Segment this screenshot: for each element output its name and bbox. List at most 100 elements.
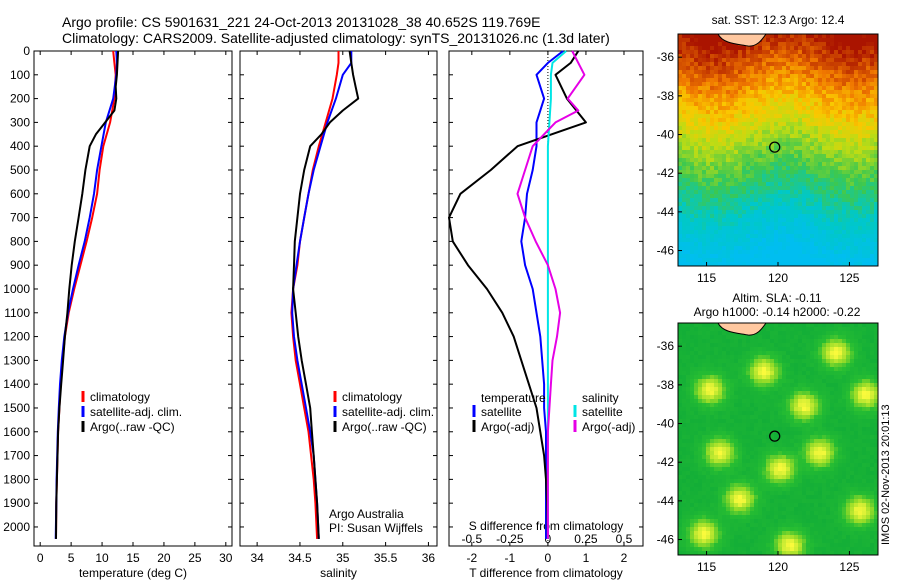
sst-cell (858, 222, 862, 226)
sla-cell (874, 331, 878, 335)
sst-cell (682, 106, 686, 110)
sla-cell (802, 463, 806, 467)
sla-cell (850, 451, 854, 455)
sst-cell (842, 226, 846, 230)
sst-cell (770, 226, 774, 230)
sst-cell (866, 86, 870, 90)
sst-cell (846, 158, 850, 162)
sst-cell (866, 138, 870, 142)
sla-cell (778, 459, 782, 463)
sla-cell (842, 347, 846, 351)
sst-cell (862, 74, 866, 78)
sst-cell (702, 74, 706, 78)
sla-cell (870, 451, 874, 455)
sst-cell (814, 146, 818, 150)
sst-cell (786, 86, 790, 90)
sst-cell (710, 178, 714, 182)
sla-cell (734, 463, 738, 467)
sst-cell (718, 134, 722, 138)
sla-cell (830, 419, 834, 423)
sla-cell (846, 411, 850, 415)
sla-cell (714, 391, 718, 395)
sst-cell (746, 262, 750, 266)
sst-cell (862, 126, 866, 130)
sst-cell (686, 90, 690, 94)
sst-cell (694, 254, 698, 258)
sla-cell (738, 363, 742, 367)
sst-cell (790, 146, 794, 150)
sst-cell (858, 158, 862, 162)
sst-cell (742, 190, 746, 194)
sla-cell (734, 407, 738, 411)
sst-cell (698, 86, 702, 90)
sst-cell (846, 58, 850, 62)
sla-cell (766, 383, 770, 387)
sst-cell (822, 58, 826, 62)
sla-cell (698, 399, 702, 403)
sst-cell (834, 34, 838, 38)
sst-cell (814, 50, 818, 54)
sst-cell (830, 62, 834, 66)
sst-cell (786, 74, 790, 78)
sla-cell (842, 479, 846, 483)
sla-cell (834, 395, 838, 399)
sla-cell (830, 455, 834, 459)
sst-cell (790, 42, 794, 46)
sst-cell (678, 222, 682, 226)
sst-cell (786, 242, 790, 246)
sst-cell (794, 262, 798, 266)
sla-cell (738, 427, 742, 431)
sst-cell (846, 206, 850, 210)
sst-cell (766, 230, 770, 234)
sst-cell (838, 38, 842, 42)
sla-cell (694, 423, 698, 427)
sla-cell (834, 427, 838, 431)
sst-cell (798, 222, 802, 226)
sla-cell (730, 415, 734, 419)
sst-cell (746, 162, 750, 166)
sla-cell (750, 463, 754, 467)
sst-cell (830, 222, 834, 226)
sla-cell (854, 435, 858, 439)
sla-cell (858, 383, 862, 387)
sst-cell (690, 158, 694, 162)
sst-cell (754, 154, 758, 158)
sst-cell (714, 162, 718, 166)
sst-cell (702, 86, 706, 90)
sla-cell (702, 459, 706, 463)
sst-cell (682, 94, 686, 98)
sla-cell (798, 399, 802, 403)
sst-cell (738, 210, 742, 214)
sst-cell (698, 214, 702, 218)
sst-cell (698, 98, 702, 102)
sla-cell (758, 415, 762, 419)
sst-cell (874, 178, 878, 182)
sst-cell (742, 222, 746, 226)
sla-cell (690, 339, 694, 343)
sst-cell (718, 54, 722, 58)
sla-cell (782, 335, 786, 339)
sst-cell (750, 126, 754, 130)
sla-cell (762, 415, 766, 419)
sla-cell (730, 347, 734, 351)
sla-cell (750, 427, 754, 431)
sla-cell (730, 363, 734, 367)
sla-cell (854, 383, 858, 387)
sst-cell (730, 70, 734, 74)
sst-cell (834, 258, 838, 262)
sst-cell (718, 234, 722, 238)
sla-cell (734, 367, 738, 371)
sla-cell (838, 391, 842, 395)
sla-cell (690, 347, 694, 351)
sst-cell (822, 210, 826, 214)
sla-cell (722, 423, 726, 427)
sst-cell (686, 250, 690, 254)
sst-cell (786, 122, 790, 126)
sst-cell (834, 90, 838, 94)
sla-cell (714, 399, 718, 403)
sla-cell (854, 419, 858, 423)
sst-cell (778, 98, 782, 102)
sla-cell (842, 411, 846, 415)
sla-cell (854, 351, 858, 355)
sla-cell (702, 379, 706, 383)
